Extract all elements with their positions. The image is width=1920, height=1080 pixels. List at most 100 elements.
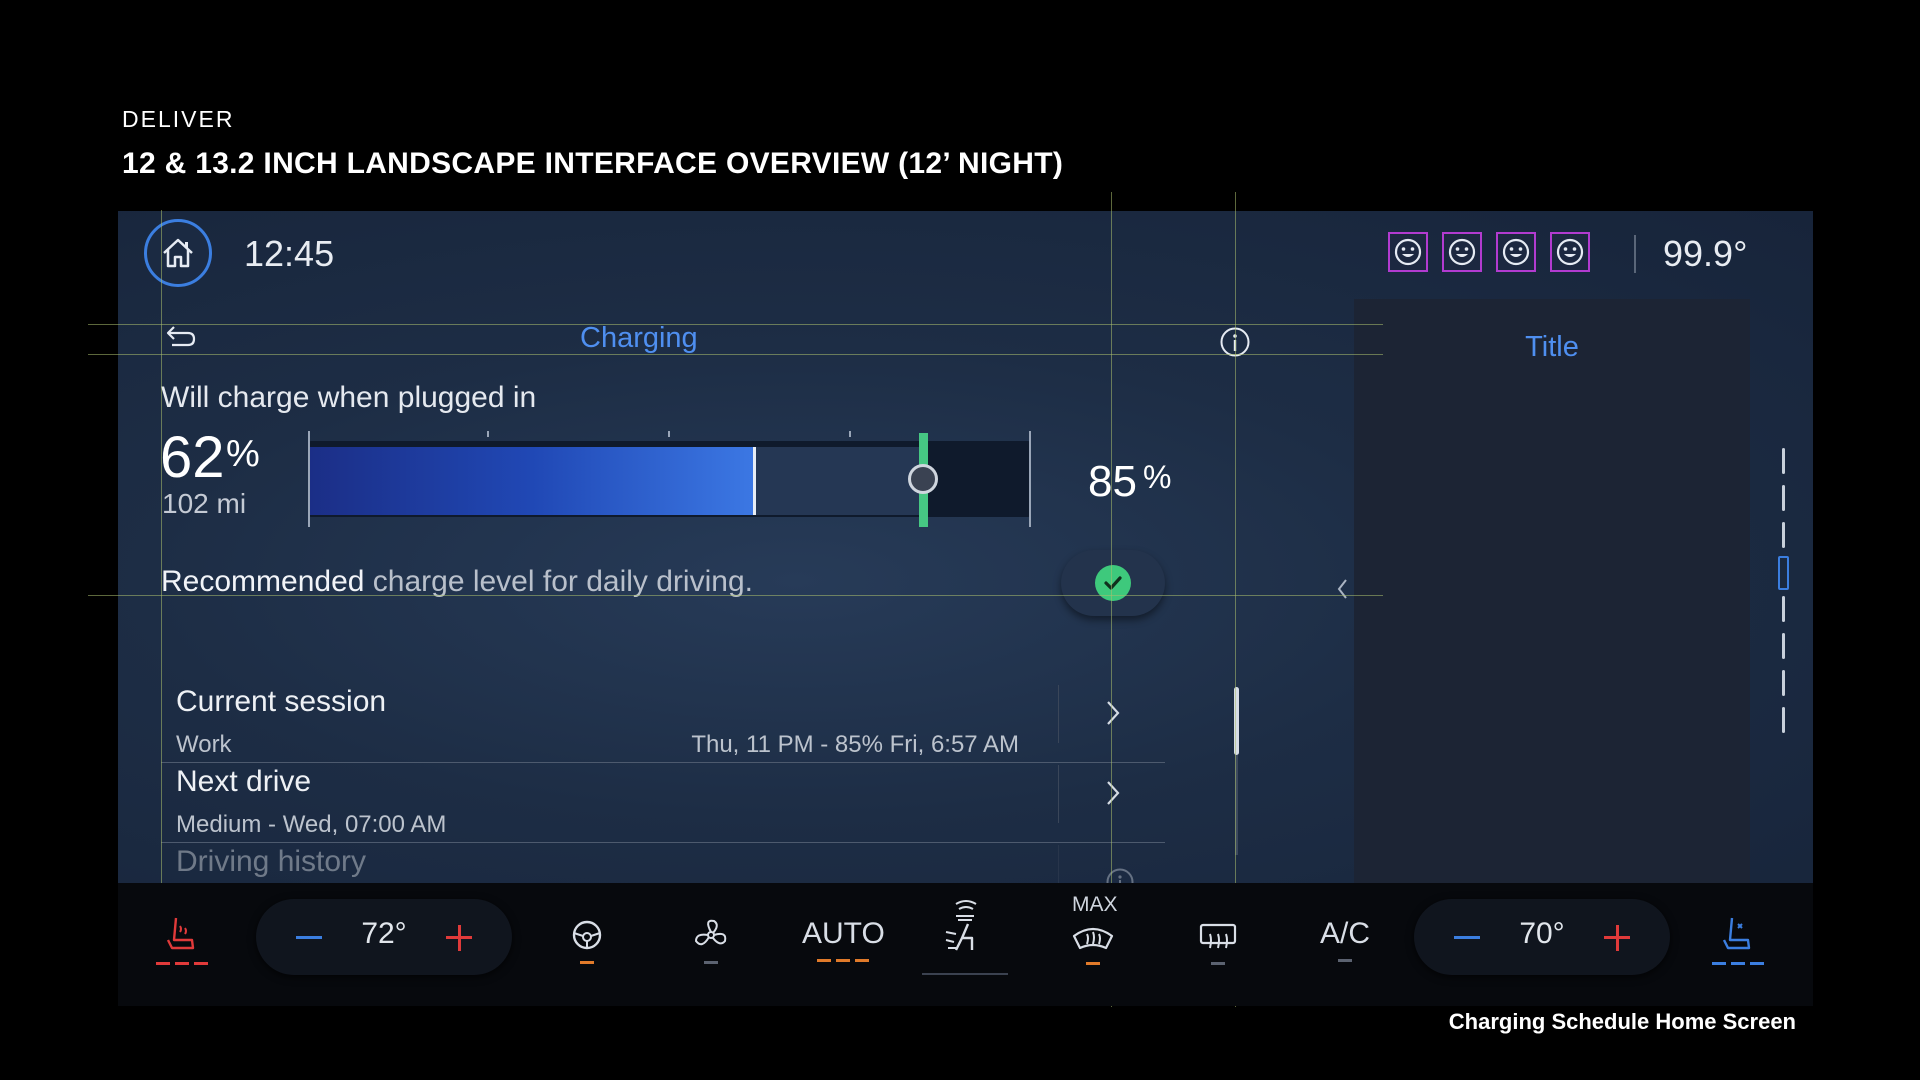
guide-line bbox=[1235, 192, 1236, 1007]
list-item-driving-history[interactable]: Driving history bbox=[161, 833, 1165, 883]
list-scrollbar-thumb[interactable] bbox=[1234, 687, 1239, 755]
side-panel: Title bbox=[1354, 299, 1750, 883]
list-item-title: Next drive bbox=[176, 765, 312, 798]
heated-seat-icon bbox=[166, 917, 195, 950]
back-button[interactable] bbox=[164, 323, 198, 356]
air-distribution-button[interactable] bbox=[942, 898, 990, 958]
charge-target-handle[interactable] bbox=[908, 464, 938, 494]
info-icon[interactable] bbox=[1105, 867, 1135, 883]
current-charge-unit: % bbox=[226, 433, 260, 475]
driver-temp-control: 72° bbox=[256, 899, 512, 975]
bar-tick bbox=[1029, 431, 1031, 527]
page-dot[interactable] bbox=[1782, 522, 1785, 548]
chevron-right-icon[interactable] bbox=[1105, 699, 1121, 732]
row-divider-vertical bbox=[1058, 685, 1059, 743]
level-indicator bbox=[580, 961, 594, 964]
list-item-meta: Thu, 11 PM - 85% Fri, 6:57 AM bbox=[691, 731, 1019, 758]
infotainment-screen: 12:45 99.9° Title bbox=[118, 211, 1813, 883]
page-title: Charging bbox=[580, 322, 698, 354]
slide-caption: Charging Schedule Home Screen bbox=[1448, 1009, 1796, 1034]
page-dot[interactable] bbox=[1782, 596, 1785, 622]
side-panel-title: Title bbox=[1525, 331, 1579, 363]
smiley-profile-icon bbox=[1394, 238, 1422, 266]
page-dot[interactable] bbox=[1782, 670, 1785, 696]
driver-temp-value: 72° bbox=[361, 917, 407, 950]
heat-level-indicator bbox=[156, 962, 208, 965]
passenger-temp-decrease-button[interactable] bbox=[1454, 936, 1480, 939]
range-value: 102 mi bbox=[162, 488, 247, 519]
guide-line bbox=[118, 595, 1383, 596]
slide-title: 12 & 13.2 INCH LANDSCAPE INTERFACE OVERV… bbox=[122, 147, 1064, 180]
level-indicator bbox=[817, 959, 870, 962]
smiley-profile-icon bbox=[1502, 238, 1530, 266]
level-indicator bbox=[1211, 962, 1225, 965]
list-item-next-drive[interactable]: Next drive Medium - Wed, 07:00 AM bbox=[161, 753, 1165, 843]
guide-line bbox=[88, 595, 118, 596]
guide-line bbox=[161, 210, 162, 1005]
rear-defrost-button[interactable] bbox=[1198, 922, 1238, 965]
status-divider bbox=[1634, 235, 1636, 273]
charge-bar-fill bbox=[308, 447, 756, 515]
outside-temperature: 99.9° bbox=[1663, 233, 1748, 274]
guide-line bbox=[118, 354, 1383, 355]
guide-line bbox=[1111, 192, 1112, 1007]
list-scrollbar-track[interactable] bbox=[1235, 755, 1238, 855]
ac-button[interactable]: A/C bbox=[1320, 917, 1370, 962]
heated-steering-wheel-button[interactable] bbox=[569, 917, 605, 964]
windshield-defrost-icon bbox=[1072, 927, 1114, 950]
max-defrost-button[interactable] bbox=[1071, 922, 1115, 965]
bar-tick bbox=[668, 431, 670, 437]
rear-defrost-icon bbox=[1199, 923, 1237, 949]
page-dot[interactable] bbox=[1782, 448, 1785, 474]
slide-eyebrow: DELIVER bbox=[122, 106, 235, 132]
bar-tick bbox=[487, 431, 489, 437]
level-indicator bbox=[704, 961, 718, 964]
passenger-temp-control: 70° bbox=[1414, 899, 1670, 975]
ac-label: A/C bbox=[1320, 917, 1371, 950]
row-divider bbox=[161, 762, 1165, 763]
profile-button[interactable] bbox=[1496, 232, 1536, 272]
bar-tick bbox=[849, 431, 851, 437]
driver-seat-heat-button[interactable] bbox=[156, 914, 208, 965]
list-item-subtitle: Work bbox=[176, 731, 232, 758]
fan-button[interactable] bbox=[692, 917, 730, 964]
bar-tick bbox=[308, 431, 310, 527]
target-charge-unit: % bbox=[1143, 459, 1172, 495]
guide-line bbox=[88, 354, 118, 355]
fan-icon bbox=[694, 919, 727, 946]
profile-group bbox=[1388, 232, 1590, 272]
page-dot[interactable] bbox=[1782, 707, 1785, 733]
profile-button[interactable] bbox=[1442, 232, 1482, 272]
row-divider bbox=[161, 842, 1165, 843]
confirm-button[interactable] bbox=[1061, 550, 1165, 616]
smiley-profile-icon bbox=[1448, 238, 1476, 266]
slide-header: DELIVER 12 & 13.2 INCH LANDSCAPE INTERFA… bbox=[122, 106, 1063, 181]
guide-line bbox=[88, 324, 118, 325]
back-arrow-icon bbox=[166, 326, 196, 347]
passenger-seat-cool-button[interactable] bbox=[1712, 914, 1764, 965]
page-dot-active[interactable] bbox=[1778, 556, 1789, 590]
cooled-seat-icon bbox=[1722, 917, 1751, 950]
driver-temp-decrease-button[interactable] bbox=[296, 936, 322, 939]
charge-level-slider[interactable] bbox=[308, 431, 1031, 527]
charge-status-text: Will charge when plugged in bbox=[161, 381, 537, 414]
panel-collapse-chevron-icon[interactable] bbox=[1336, 577, 1348, 608]
level-indicator bbox=[1086, 962, 1100, 965]
air-distribution-indicator bbox=[922, 973, 1008, 975]
level-indicator bbox=[1338, 959, 1352, 962]
home-icon bbox=[163, 238, 193, 268]
recommendation-bold: Recommended bbox=[161, 565, 365, 598]
list-item-subtitle: Medium - Wed, 07:00 AM bbox=[176, 811, 447, 838]
page-dot[interactable] bbox=[1782, 633, 1785, 659]
max-defrost-label: MAX bbox=[1072, 893, 1118, 916]
list-item-current-session[interactable]: Current session Work Thu, 11 PM - 85% Fr… bbox=[161, 673, 1165, 763]
air-distribution-icon bbox=[945, 900, 977, 951]
home-button[interactable] bbox=[144, 219, 212, 287]
auto-label: AUTO bbox=[802, 917, 885, 950]
auto-climate-button[interactable]: AUTO bbox=[802, 917, 885, 962]
smiley-profile-icon bbox=[1556, 238, 1584, 266]
chevron-right-icon[interactable] bbox=[1105, 779, 1121, 812]
page-dot[interactable] bbox=[1782, 485, 1785, 511]
profile-button[interactable] bbox=[1388, 232, 1428, 272]
profile-button[interactable] bbox=[1550, 232, 1590, 272]
